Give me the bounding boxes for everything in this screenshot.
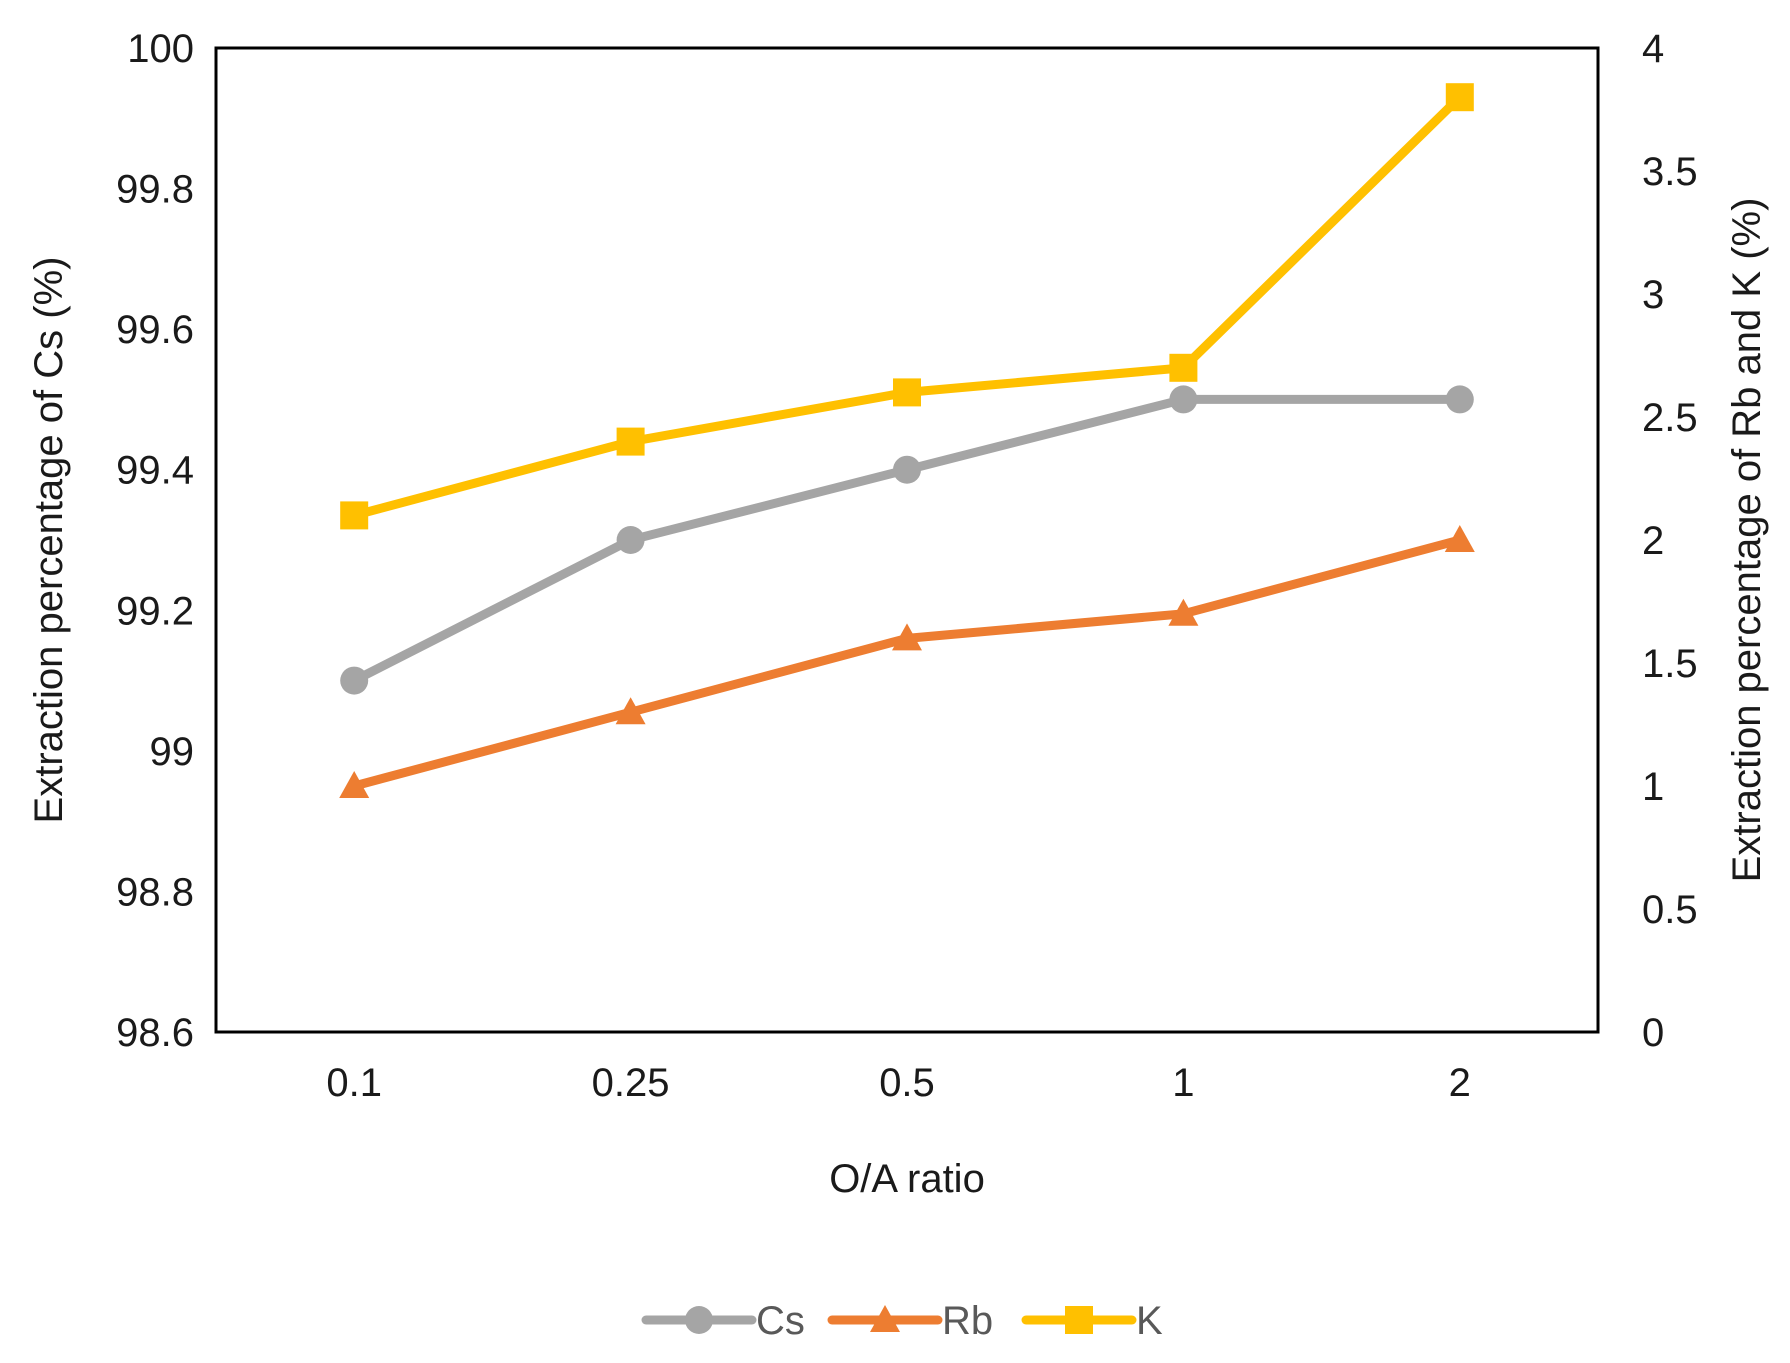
y2-tick-label: 4 [1642, 27, 1664, 71]
x-tick-label: 1 [1172, 1061, 1194, 1105]
y-tick-label: 100 [127, 27, 194, 71]
data-point-k [340, 501, 369, 530]
y-tick-label: 99.4 [116, 449, 194, 493]
legend-label: K [1136, 1299, 1163, 1343]
series-layer [339, 83, 1475, 798]
y-tick-label: 99.8 [116, 168, 194, 212]
plot-frame [214, 46, 1600, 1034]
x-tick-label: 0.1 [326, 1061, 382, 1105]
legend-item-k: K [1021, 1299, 1163, 1343]
y2-tick-label: 1 [1642, 765, 1664, 809]
x-axis-ticks: 0.1 0.25 0.5 1 2 [326, 1061, 1471, 1105]
data-point-rb [1444, 525, 1475, 552]
y2-axis-title: Extraction percentage of Rb and K (%) [1725, 198, 1769, 883]
x-tick-label: 0.25 [592, 1061, 670, 1105]
data-point-rb [615, 697, 646, 725]
y-tick-label: 98.6 [116, 1011, 194, 1055]
data-point-k [616, 427, 645, 456]
y2-tick-label: 2 [1642, 519, 1664, 563]
y2-tick-label: 0 [1642, 1011, 1664, 1055]
y-tick-label: 99.2 [116, 589, 194, 633]
x-tick-label: 0.5 [879, 1061, 935, 1105]
data-point-cs [893, 455, 921, 484]
data-point-cs [616, 526, 645, 554]
legend-marker [685, 1306, 713, 1334]
legend-label: Rb [942, 1299, 993, 1343]
y-axis-title: Extraction percentage of Cs (%) [27, 257, 71, 824]
y2-axis-ticks: 0 0.5 1 1.5 2 2.5 3 3.5 4 [1642, 27, 1698, 1055]
data-point-rb [1168, 598, 1199, 626]
series-line-rb [349, 535, 1465, 791]
data-point-rb [892, 623, 922, 651]
y2-tick-label: 3 [1642, 273, 1664, 317]
x-axis-title: O/A ratio [829, 1157, 985, 1201]
y2-tick-label: 3.5 [1642, 150, 1698, 194]
x-tick-label: 2 [1449, 1061, 1471, 1105]
data-point-k [1445, 83, 1474, 112]
y2-tick-label: 2.5 [1642, 396, 1698, 440]
series-rb [339, 525, 1475, 798]
data-point-cs [340, 666, 369, 695]
series-line-k [349, 92, 1465, 520]
legend-marker [870, 1305, 900, 1332]
y2-tick-label: 1.5 [1642, 642, 1698, 686]
data-point-cs [1445, 385, 1474, 414]
series-k [340, 83, 1474, 530]
data-point-cs [1169, 385, 1198, 414]
legend: Cs Rb K [641, 1299, 1163, 1343]
series-cs [340, 385, 1474, 695]
y2-tick-label: 0.5 [1642, 888, 1698, 932]
y-tick-label: 99.6 [116, 308, 194, 352]
data-point-rb [339, 771, 370, 798]
data-point-k [1169, 353, 1198, 382]
legend-item-cs: Cs [641, 1299, 805, 1343]
legend-label: Cs [756, 1299, 805, 1343]
legend-marker [1065, 1306, 1093, 1334]
y-axis-ticks: 98.6 98.8 99 99.2 99.4 99.6 99.8 100 [116, 27, 194, 1055]
legend-item-rb: Rb [827, 1299, 993, 1343]
data-point-k [893, 378, 921, 407]
y-tick-label: 98.8 [116, 870, 194, 914]
y-tick-label: 99 [150, 730, 195, 774]
